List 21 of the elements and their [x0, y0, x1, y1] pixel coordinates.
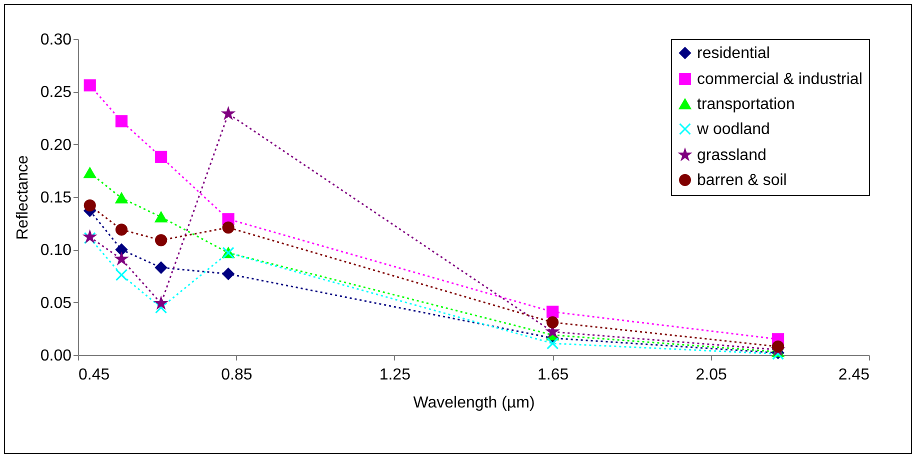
y-tick-label: 0.05: [40, 294, 72, 312]
x-axis-title: Wavelength (µm): [413, 394, 535, 412]
y-tick-label: 0.10: [40, 242, 72, 260]
legend-label: w oodland: [696, 121, 770, 138]
y-axis-title: Reflectance: [14, 155, 32, 240]
y-tick-label: 0.15: [40, 190, 72, 206]
x-tick-label: 0.85: [221, 366, 252, 384]
legend-label: transportation: [697, 96, 795, 113]
x-tick-label: 1.65: [538, 366, 569, 384]
y-tick-label: 0.20: [40, 136, 72, 154]
legend-label: barren & soil: [697, 172, 787, 189]
x-tick-label: 2.05: [696, 366, 727, 384]
x-tick-label: 0.45: [78, 366, 110, 384]
legend-label: grassland: [697, 147, 766, 164]
legend-label: residential: [697, 45, 770, 62]
y-tick-label: 0.25: [40, 84, 72, 102]
y-tick-label: 0.00: [40, 348, 72, 364]
x-tick-label: 2.45: [838, 366, 870, 384]
legend-label: commercial & industrial: [697, 71, 862, 88]
x-tick-label: 1.25: [379, 366, 411, 384]
y-tick-label: 0.30: [40, 32, 72, 48]
